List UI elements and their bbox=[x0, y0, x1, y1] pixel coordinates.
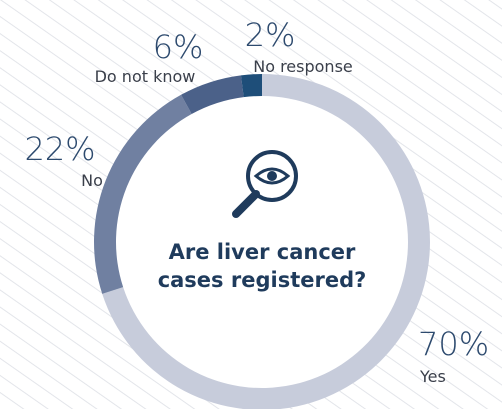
donut-segment bbox=[240, 74, 262, 98]
donut-center bbox=[112, 92, 412, 392]
category-label: No bbox=[81, 171, 103, 190]
donut-segment bbox=[93, 94, 192, 294]
icon bbox=[232, 150, 298, 218]
value-label: 6% bbox=[153, 28, 204, 66]
value-label: 70% bbox=[418, 325, 489, 363]
chart-title: Are liver cancer cases registered? bbox=[157, 240, 367, 292]
category-label: Do not know bbox=[95, 67, 196, 86]
donut-segment bbox=[181, 75, 244, 115]
value-label: 2% bbox=[245, 16, 296, 54]
value-label: 22% bbox=[24, 130, 95, 168]
category-label: No response bbox=[253, 57, 353, 76]
category-label: Yes bbox=[419, 367, 446, 386]
